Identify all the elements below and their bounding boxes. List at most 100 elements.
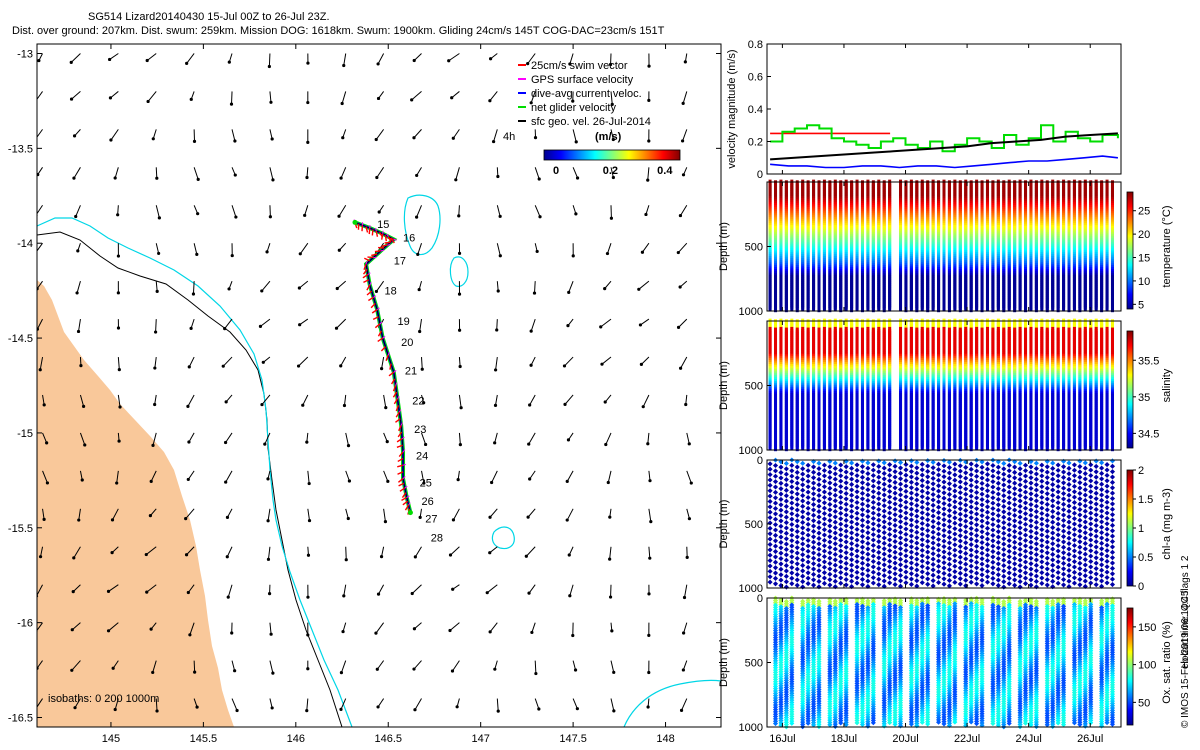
depth-ytick-label: 500	[745, 242, 763, 254]
swim-vector	[395, 418, 401, 423]
sfc-velocity-arrowhead	[687, 517, 692, 521]
sfc-velocity-arrowhead	[145, 58, 149, 63]
sfc-velocity-arrowhead	[339, 176, 343, 180]
sfc-velocity-arrow	[449, 622, 460, 631]
sfc-velocity-arrow	[224, 318, 233, 329]
day-label: 20	[401, 337, 413, 349]
sfc-velocity-arrow	[186, 546, 195, 556]
velocity-series-2	[770, 155, 1118, 169]
day-label: 27	[425, 513, 437, 525]
sfc-velocity-arrow	[683, 622, 688, 634]
sfc-velocity-arrow	[307, 470, 310, 484]
sfc-velocity-arrowhead	[108, 96, 113, 100]
sfc-velocity-arrow	[452, 508, 460, 521]
sfc-velocity-arrow	[264, 432, 271, 445]
sfc-velocity-arrowhead	[37, 58, 41, 63]
sfc-velocity-arrow	[458, 432, 461, 445]
swim-vector	[364, 257, 371, 262]
sfc-velocity-arrowhead	[646, 705, 650, 709]
sfc-velocity-arrowhead	[493, 403, 498, 407]
sfc-velocity-arrowhead	[526, 62, 530, 66]
sfc-velocity-arrow	[648, 470, 651, 481]
sfc-velocity-arrowhead	[410, 591, 414, 596]
gps-surface-velocity	[397, 395, 400, 400]
sfc-velocity-arrowhead	[342, 594, 346, 598]
sfc-velocity-arrowhead	[339, 364, 343, 368]
profile-sample	[937, 306, 941, 313]
swim-vector	[374, 250, 381, 253]
sfc-velocity-arrowhead	[108, 57, 112, 62]
sfc-velocity-arrow	[569, 53, 574, 65]
sfc-velocity-arrowhead	[413, 708, 417, 712]
sfc-velocity-arrow	[528, 584, 536, 594]
profile-sample	[844, 305, 848, 312]
sfc-velocity-arrow	[231, 91, 233, 105]
swim-vector	[397, 464, 404, 468]
profile-sample	[899, 305, 903, 312]
sfc-velocity-arrowhead	[45, 441, 49, 445]
sfc-velocity-arrowhead	[384, 406, 388, 410]
sfc-velocity-arrowhead	[638, 323, 643, 327]
sfc-velocity-arrow	[42, 470, 48, 484]
sfc-velocity-arrow	[414, 546, 422, 558]
sfc-velocity-arrow	[375, 622, 385, 634]
sfc-velocity-arrowhead	[110, 550, 114, 555]
sfc-velocity-arrow	[112, 508, 119, 521]
sfc-velocity-arrowhead	[34, 138, 37, 141]
sfc-velocity-arrow	[489, 508, 498, 518]
profile-sample	[866, 305, 870, 312]
sfc-velocity-arrow	[452, 129, 460, 139]
map-colorbar	[543, 149, 681, 161]
sfc-velocity-arrow	[42, 432, 48, 444]
gps-surface-velocity	[369, 282, 372, 286]
profile-sample	[774, 306, 778, 313]
sfc-velocity-arrow	[76, 281, 81, 294]
sfc-velocity-arrowhead	[610, 629, 614, 633]
sfc-velocity-arrow	[638, 280, 650, 290]
sfc-velocity-arrowhead	[230, 253, 234, 258]
sfc-velocity-arrowhead	[567, 553, 571, 557]
sfc-velocity-arrowhead	[74, 214, 78, 219]
sfc-velocity-arrow	[37, 129, 43, 138]
sfc-velocity-arrowhead	[639, 362, 644, 367]
sfc-velocity-arrow	[383, 508, 386, 522]
sfc-velocity-arrowhead	[458, 364, 462, 369]
sfc-velocity-arrowhead	[230, 631, 234, 635]
swim-vector	[404, 504, 410, 511]
sfc-velocity-arrowhead	[155, 289, 159, 293]
sfc-velocity-arrowhead	[571, 254, 575, 258]
colorbar-tick-label: 5	[1138, 299, 1144, 311]
sfc-velocity-arrowhead	[258, 324, 263, 328]
sfc-velocity-arrowhead	[81, 404, 86, 408]
sfc-velocity-arrowhead	[342, 63, 346, 68]
gps-surface-velocity	[398, 409, 402, 413]
sfc-velocity-arrow	[304, 205, 309, 216]
sfc-velocity-arrow	[269, 129, 273, 140]
swim-vector	[381, 233, 384, 240]
swim-vector	[363, 263, 367, 270]
profile-sample	[871, 306, 875, 313]
sfc-velocity-arrow	[189, 622, 195, 635]
sfc-velocity-arrow	[192, 281, 195, 295]
gps-surface-velocity	[375, 227, 377, 231]
sfc-velocity-arrowhead	[689, 481, 693, 485]
sfc-velocity-arrow	[610, 698, 615, 711]
swim-vector	[396, 438, 403, 443]
sfc-velocity-arrowhead	[447, 59, 451, 63]
sfc-velocity-arrowhead	[260, 402, 264, 407]
sfc-velocity-arrow	[155, 243, 160, 254]
swim-vector	[362, 273, 369, 279]
profile-sample	[975, 305, 979, 312]
sfc-velocity-arrow	[269, 167, 274, 180]
sfc-velocity-arrowhead	[529, 363, 533, 367]
sfc-velocity-arrowhead	[73, 706, 77, 710]
sfc-velocity-arrowhead	[335, 286, 339, 291]
sfc-velocity-arrow	[642, 242, 650, 253]
day-label: 15	[377, 219, 389, 231]
sfc-velocity-arrowhead	[608, 557, 612, 561]
sfc-velocity-arrow	[154, 356, 157, 369]
map-ytick-label: -16.5	[8, 713, 33, 725]
sfc-velocity-arrowhead	[157, 216, 161, 220]
sfc-velocity-arrow	[647, 432, 650, 444]
sfc-velocity-arrow	[154, 394, 157, 405]
